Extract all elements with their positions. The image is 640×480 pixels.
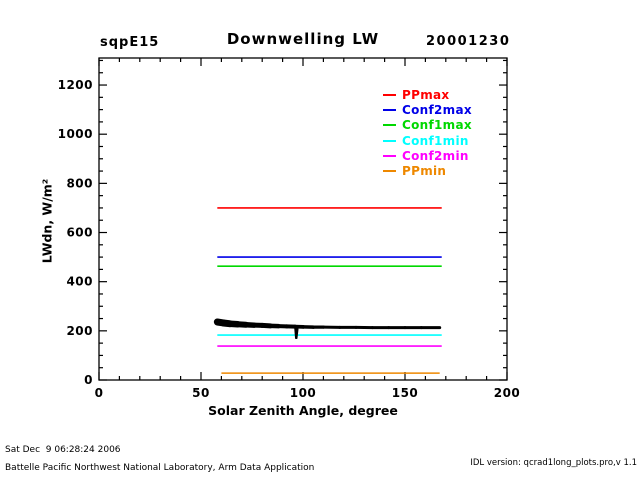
x-tick-label: 200	[494, 386, 521, 400]
legend-item-ppmin: PPmin	[383, 163, 472, 178]
y-tick-label: 1000	[58, 127, 93, 141]
organization-label: Battelle Pacific Northwest National Labo…	[5, 463, 315, 473]
series-lwdn-spike	[295, 327, 299, 339]
timestamp-label: Sat Dec 9 06:28:24 2006	[5, 445, 121, 455]
x-tick-label: 100	[290, 386, 317, 400]
x-axis-title: Solar Zenith Angle, degree	[208, 403, 398, 418]
legend-dash-icon	[383, 139, 396, 142]
legend-dash-icon	[383, 93, 396, 96]
legend-dash-icon	[383, 108, 396, 111]
legend-item-conf1max: Conf1max	[383, 118, 472, 133]
y-tick-label: 800	[66, 176, 93, 190]
x-tick-label: 0	[95, 386, 104, 400]
legend-dash-icon	[383, 124, 396, 127]
x-tick-label: 150	[392, 386, 419, 400]
y-tick-label: 1200	[58, 78, 93, 92]
legend-label: Conf1min	[402, 133, 469, 148]
idl-version-line: IDL version: qcrad1long_plots.pro,v 1.1	[470, 458, 637, 468]
y-tick-label: 400	[66, 275, 93, 289]
legend-label: Conf2max	[402, 102, 472, 117]
date-label: 20001230	[426, 34, 511, 49]
site-label: sqpE15	[100, 35, 160, 50]
legend-label: PPmin	[402, 164, 447, 179]
legend-label: Conf2min	[402, 148, 469, 163]
legend-dash-icon	[383, 154, 396, 157]
legend-item-conf2min: Conf2min	[383, 148, 472, 163]
legend-item-conf1min: Conf1min	[383, 133, 472, 148]
y-axis-title: LWdn, W/m²	[39, 178, 55, 264]
x-tick-label: 50	[192, 386, 210, 400]
version-info: IDL version: qcrad1long_plots.pro,v 1.1 …	[409, 441, 637, 480]
page-title: Downwelling LW	[226, 30, 380, 48]
legend-item-ppmax: PPmax	[383, 87, 472, 102]
legend-dash-icon	[383, 170, 396, 173]
legend: PPmax Conf2max Conf1max Conf1min Conf2mi…	[383, 87, 472, 179]
y-tick-label: 200	[66, 324, 93, 338]
legend-item-conf2max: Conf2max	[383, 102, 472, 117]
y-tick-label: 600	[66, 226, 93, 240]
legend-label: PPmax	[402, 87, 450, 102]
legend-label: Conf1max	[402, 118, 472, 133]
y-tick-label: 0	[84, 373, 93, 387]
